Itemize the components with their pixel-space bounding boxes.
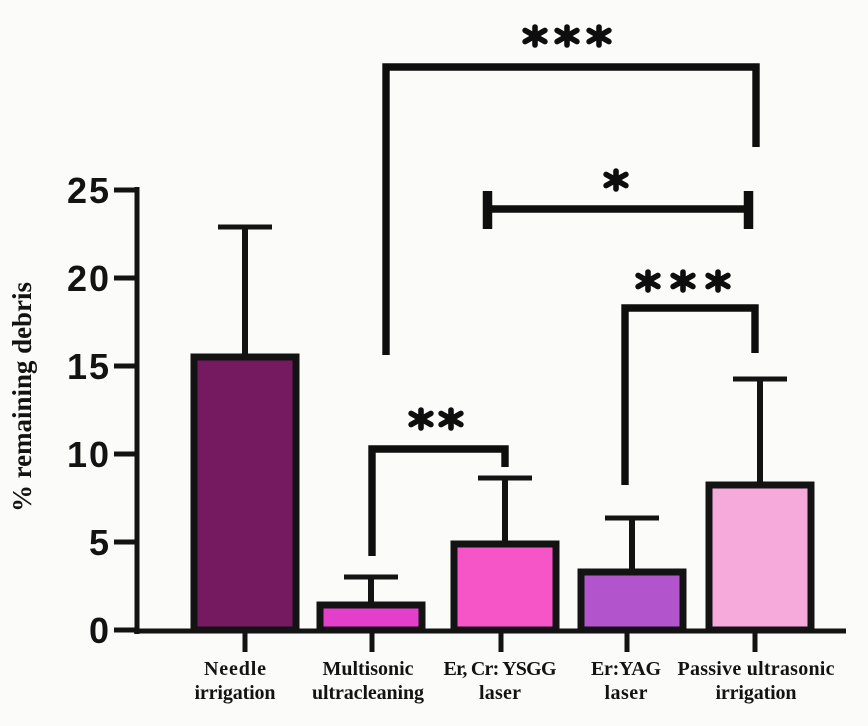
svg-text:irrigation: irrigation [195, 682, 276, 704]
svg-text:Er:YAG: Er:YAG [591, 658, 661, 680]
svg-text:20: 20 [67, 258, 109, 299]
svg-text:% remaining debris: % remaining debris [7, 282, 37, 512]
svg-text:Needle: Needle [204, 658, 266, 680]
svg-text:25: 25 [67, 170, 109, 211]
svg-text:10: 10 [67, 434, 109, 475]
svg-text:irrigation: irrigation [716, 682, 797, 704]
svg-text:laser: laser [479, 682, 521, 704]
svg-text:laser: laser [605, 682, 648, 704]
svg-text:5: 5 [89, 522, 109, 563]
svg-text:Er, Cr: YSGG: Er, Cr: YSGG [444, 658, 557, 680]
svg-text:Passive ultrasonic: Passive ultrasonic [678, 658, 835, 680]
svg-text:15: 15 [67, 346, 109, 387]
svg-text:Multisonic: Multisonic [323, 658, 414, 680]
svg-text:ultracleaning: ultracleaning [312, 682, 424, 704]
svg-text:0: 0 [89, 610, 109, 651]
